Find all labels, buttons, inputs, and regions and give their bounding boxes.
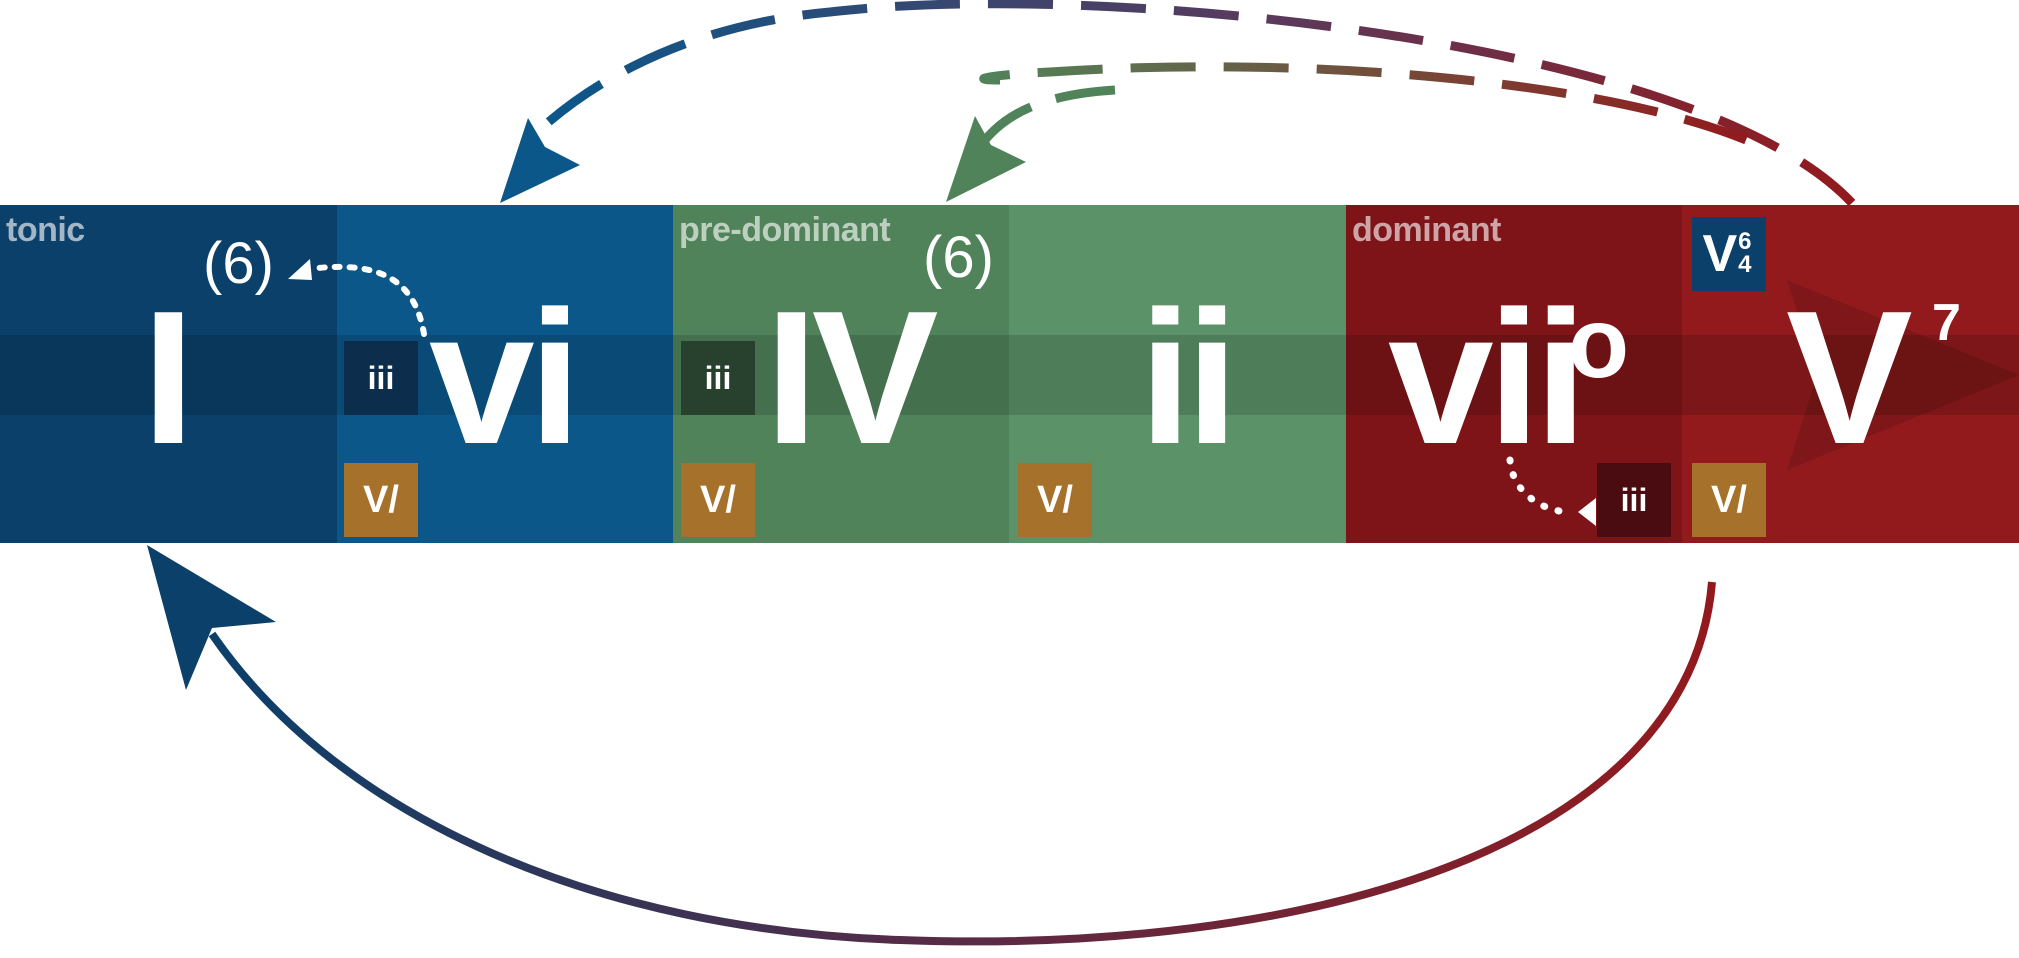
- arrow-head-vi: [500, 118, 580, 203]
- tonic-band-I: tonic I (6): [0, 205, 337, 543]
- center-stripe: [1346, 335, 1682, 415]
- arrow-V-to-I: [208, 581, 1716, 946]
- arrow-head-iii: [1578, 498, 1596, 526]
- cadential-figure-top: 6: [1738, 228, 1752, 256]
- arrow-V-to-IV: [979, 62, 1748, 145]
- chord-viio: vii: [1388, 272, 1587, 484]
- diminished-symbol: o: [1568, 287, 1630, 399]
- dominant-band-V: V 6 4 V 7 V/: [1682, 205, 2019, 543]
- center-stripe: [1682, 335, 2019, 415]
- arrow-vi-to-I6: [315, 263, 427, 337]
- applied-dominant-box-ii: V/: [1018, 463, 1092, 537]
- center-stripe: [0, 335, 337, 415]
- group-label-tonic: tonic: [6, 211, 85, 249]
- cadential-six-four-box: V 6 4: [1692, 217, 1766, 291]
- chord-I: I: [142, 272, 195, 484]
- mediant-box-tonic: iii: [344, 341, 418, 415]
- chord-V: V: [1786, 272, 1913, 484]
- arrow-V-to-vi: [542, 0, 1856, 207]
- chord-IV-inversion: (6): [923, 225, 994, 290]
- arrow-head-IV: [946, 116, 1026, 202]
- arrow-head-I6: [288, 259, 312, 280]
- center-stripe: [1009, 335, 1346, 415]
- applied-dominant-box-vi: V/: [344, 463, 418, 537]
- chord-ii: ii: [1139, 272, 1239, 484]
- mediant-box-dominant: iii: [1597, 463, 1671, 537]
- applied-dominant-box-IV: V/: [681, 463, 755, 537]
- predominant-band-ii: ii V/: [1009, 205, 1346, 543]
- dominant-arrow-shape: [1787, 280, 2019, 470]
- group-label-dominant: dominant: [1352, 211, 1501, 249]
- chord-V-seventh: 7: [1932, 294, 1961, 352]
- arrow-viio-to-iii: [1506, 456, 1569, 516]
- cadential-figure-bottom: 4: [1738, 251, 1752, 278]
- tonic-band-vi: vi iii V/: [337, 205, 673, 543]
- chord-vi: vi: [429, 272, 581, 484]
- dominant-band-viio: dominant vii o iii: [1346, 205, 1682, 543]
- chord-IV: IV: [765, 272, 939, 484]
- chord-I-inversion: (6): [203, 231, 274, 296]
- applied-dominant-box-V: V/: [1692, 463, 1766, 537]
- cadential-root: V: [1702, 225, 1738, 283]
- mediant-box-predominant: iii: [681, 341, 755, 415]
- group-label-predominant: pre-dominant: [679, 211, 891, 249]
- arrow-head-I: [147, 545, 276, 690]
- predominant-band-IV: pre-dominant IV (6) iii V/: [673, 205, 1009, 543]
